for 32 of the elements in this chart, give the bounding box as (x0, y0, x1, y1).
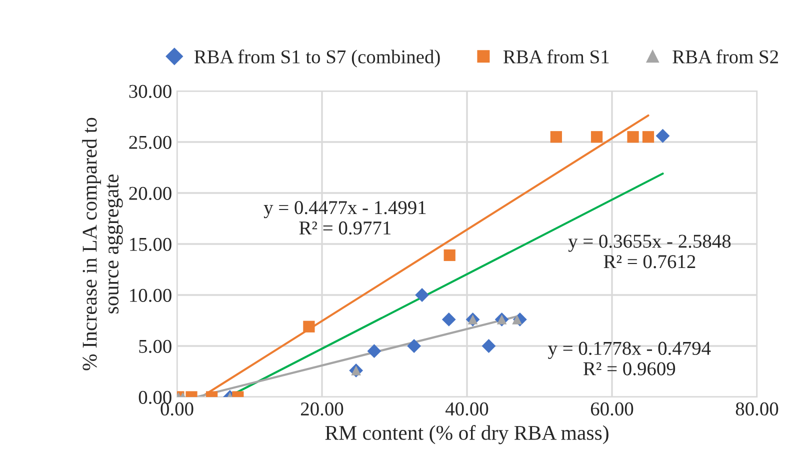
point (303, 320, 315, 332)
legend-label: RBA from S1 (503, 50, 609, 64)
point (550, 131, 562, 143)
legend-label: RBA from S2 (672, 50, 778, 64)
point (627, 131, 639, 143)
point (367, 344, 382, 358)
point (415, 288, 429, 302)
point (442, 312, 456, 326)
point (407, 339, 422, 353)
x-tick-label: 80.00 (736, 402, 778, 416)
point (482, 339, 496, 353)
x-tick-label: 60.00 (590, 402, 634, 416)
y-tick-label: 30.00 (129, 84, 172, 98)
point (590, 131, 603, 143)
y-tick-label: 20.00 (129, 186, 172, 200)
y-tick-label: 5.00 (139, 340, 172, 354)
annotation: y = 0.1778x - 0.4794 R² = 0.9609 (548, 342, 711, 376)
x-tick-label: 0.00 (160, 402, 194, 416)
y-tick-label: 10.00 (130, 288, 172, 302)
point (444, 249, 456, 262)
x-axis-title: RM content (% of dry RBA mass) (325, 425, 608, 444)
y-axis-title: % Increase in LA compared to source aggregate (82, 118, 123, 370)
annotation: y = 0.4477x - 1.4991 R² = 0.9771 (264, 201, 426, 235)
point (642, 131, 654, 143)
legend-label: RBA from S1 to S7 (combined) (194, 50, 440, 68)
x-tick-label: 20.00 (300, 402, 344, 416)
y-tick-label: 0.00 (138, 390, 172, 404)
annotation: y = 0.3655x - 2.5848 R² = 0.7612 (568, 234, 731, 268)
y-tick-label: 15.00 (130, 238, 172, 252)
x-tick-label: 40.00 (446, 402, 488, 416)
y-tick-label: 25.00 (129, 136, 172, 150)
point (656, 128, 670, 143)
